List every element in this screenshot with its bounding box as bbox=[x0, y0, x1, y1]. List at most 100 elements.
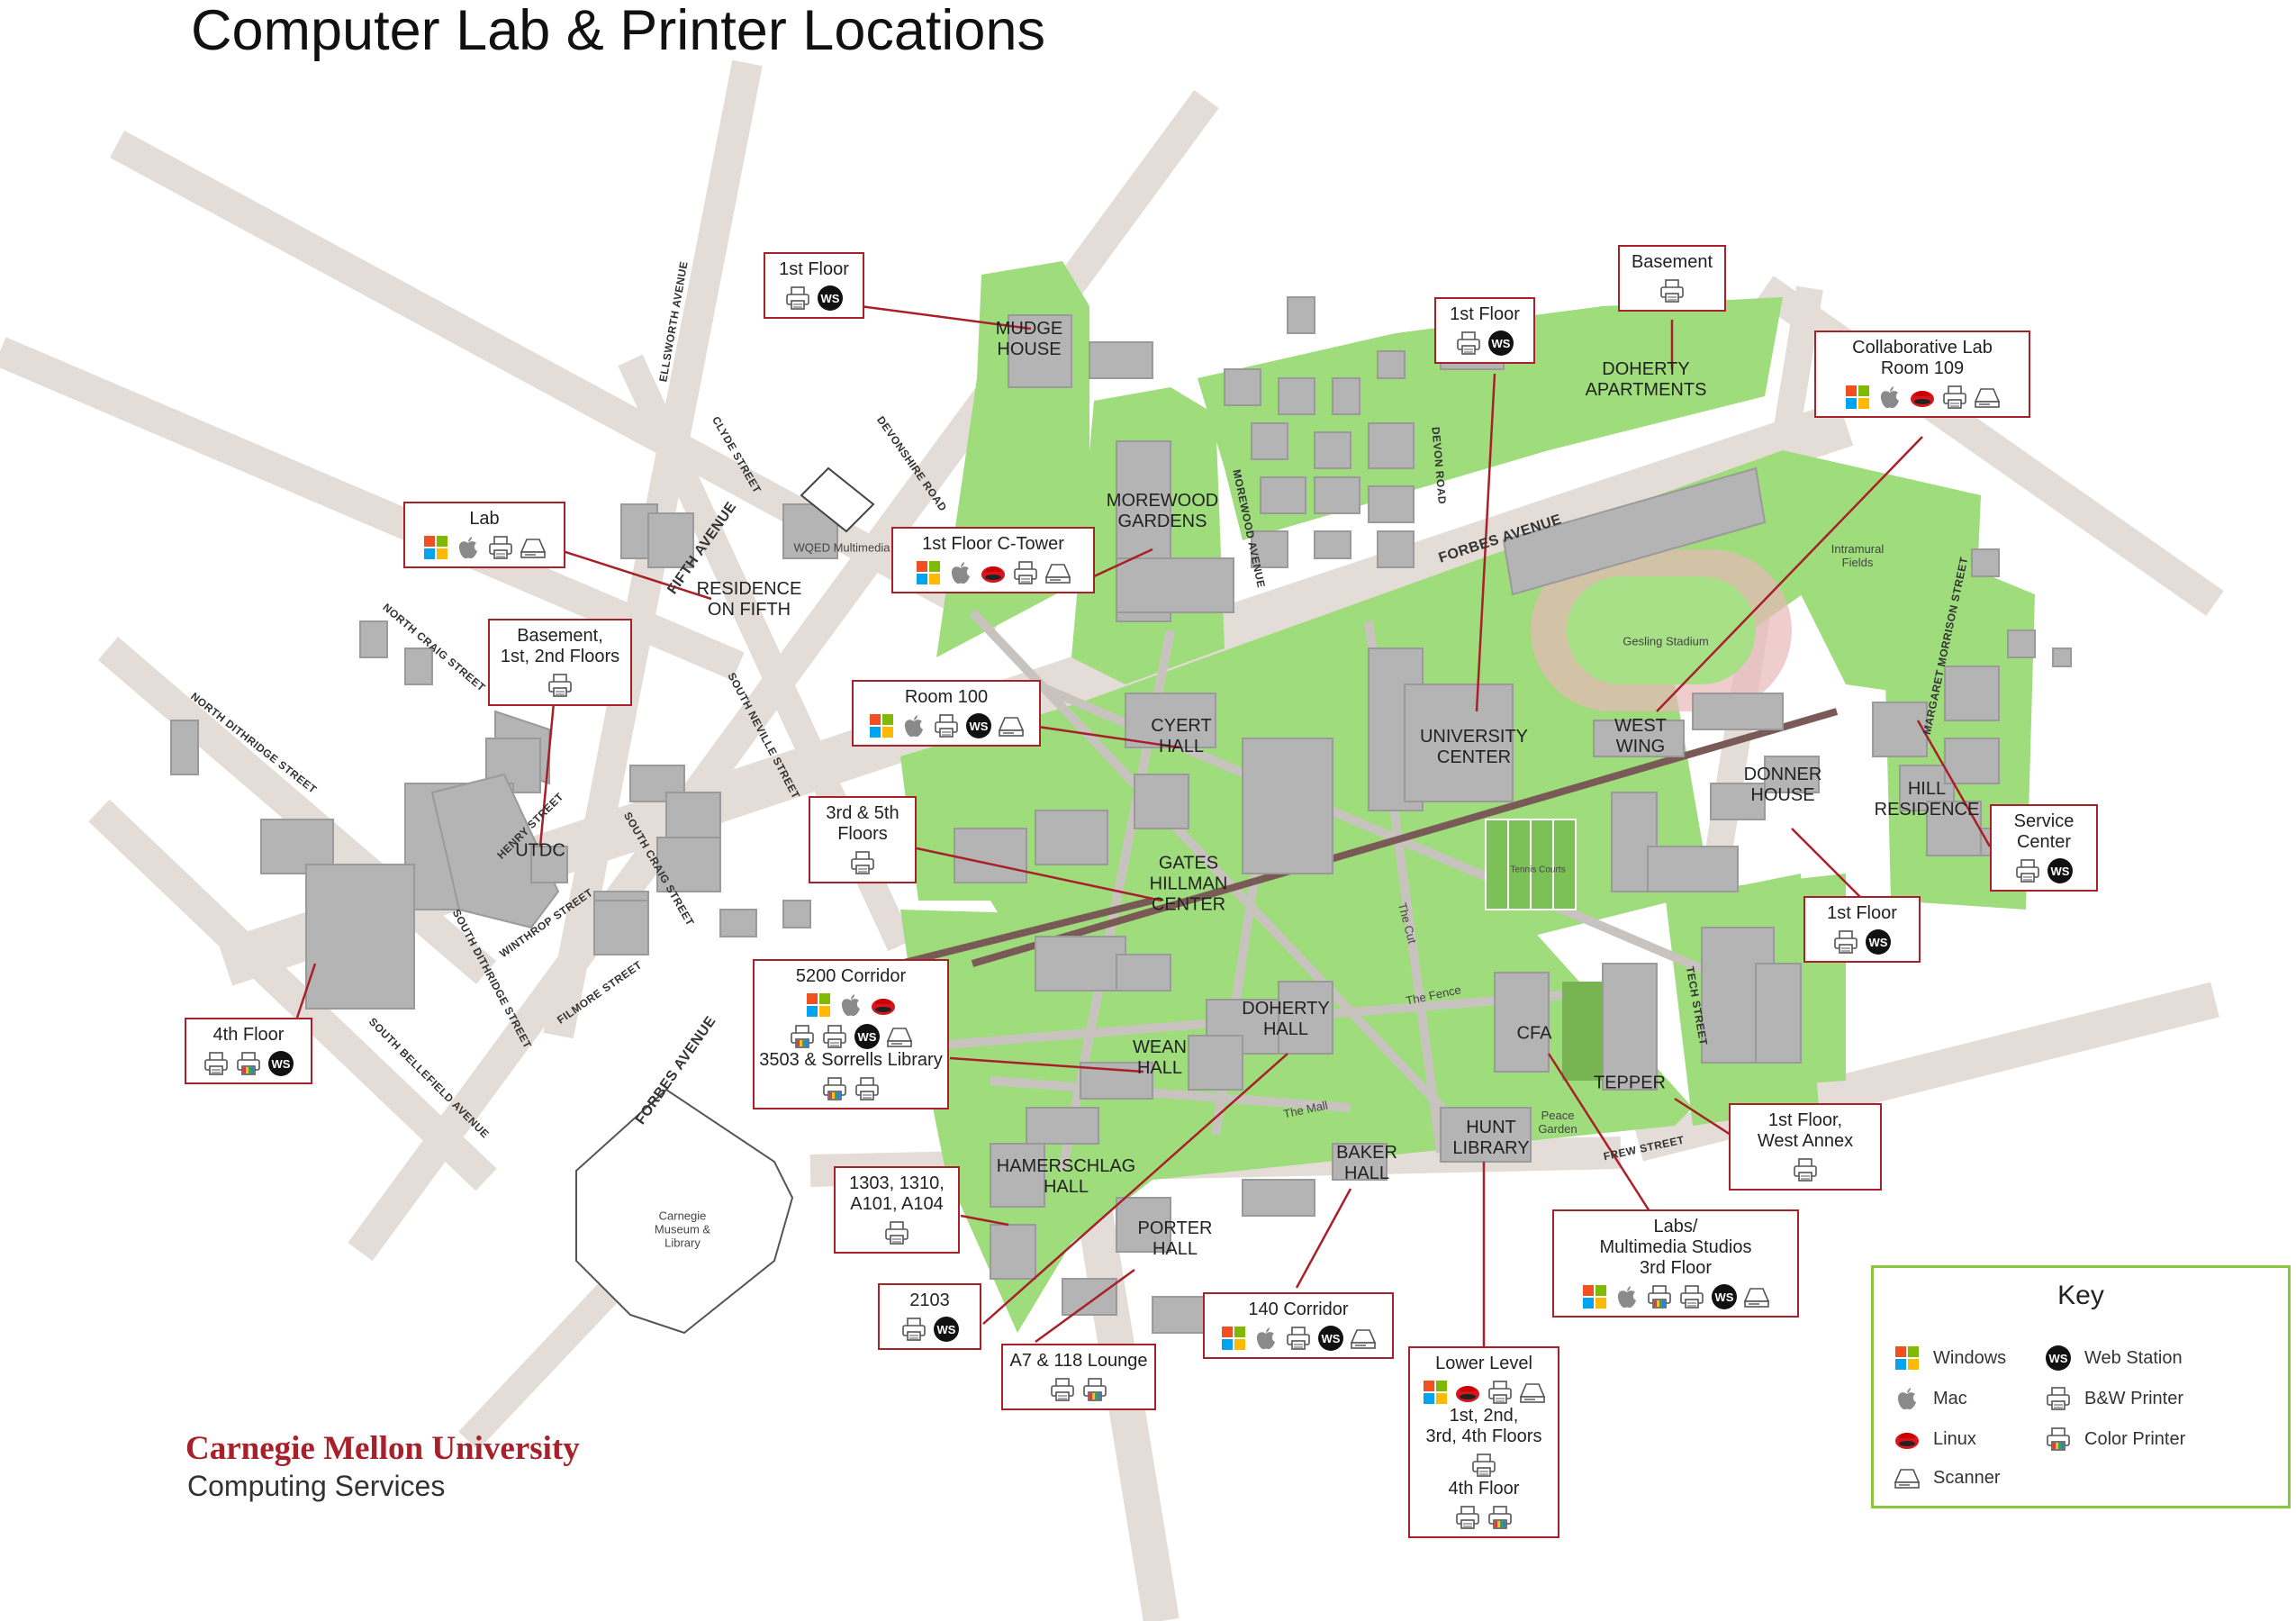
web-station-icon: WS bbox=[1317, 1325, 1344, 1352]
callout-text: Collaborative Lab Room 109 bbox=[1852, 338, 1993, 378]
mac-icon bbox=[837, 992, 864, 1019]
callout-text: 1st Floor bbox=[779, 259, 849, 279]
svg-text:WS: WS bbox=[936, 1323, 955, 1336]
bw-printer-icon bbox=[487, 534, 514, 561]
key-title: Key bbox=[2057, 1281, 2104, 1310]
windows-icon bbox=[1844, 384, 1871, 411]
bw-printer-icon bbox=[1454, 1504, 1481, 1531]
bw-printer-icon bbox=[547, 672, 574, 699]
mac-icon bbox=[455, 534, 482, 561]
bw-printer-icon bbox=[1832, 928, 1859, 955]
web-station-icon: WS bbox=[2047, 857, 2074, 884]
mac-icon bbox=[947, 559, 974, 586]
bw-printer-icon bbox=[1792, 1156, 1819, 1183]
callout-text: 1st Floor bbox=[1450, 304, 1520, 324]
scanner-icon bbox=[1743, 1283, 1770, 1310]
web-station-icon: WS bbox=[2045, 1345, 2072, 1372]
callout-icon-row: WS bbox=[857, 712, 1035, 739]
carnegie-museum-outline bbox=[575, 1088, 794, 1335]
bw-printer-icon bbox=[1941, 384, 1968, 411]
bw-printer-icon bbox=[1285, 1325, 1312, 1352]
mac-icon bbox=[900, 712, 927, 739]
mac-icon bbox=[1876, 384, 1903, 411]
callout-cfa: Labs/ Multimedia Studios 3rd Floor WS bbox=[1552, 1209, 1799, 1318]
key-item-label: Web Station bbox=[2084, 1347, 2183, 1368]
wqed-label: WQED Multimedia bbox=[793, 540, 890, 555]
callout-text: Basement, 1st, 2nd Floors bbox=[500, 626, 620, 666]
building-label-donner: DONNER HOUSE bbox=[1743, 765, 1822, 805]
callout-icon-row bbox=[493, 672, 627, 699]
callout-text: Room 100 bbox=[904, 687, 989, 707]
linux-icon bbox=[870, 992, 897, 1019]
linux-icon bbox=[1454, 1379, 1481, 1406]
mac-icon bbox=[1894, 1385, 1921, 1412]
building-label-hamerschlag: HAMERSCHLAG HALL bbox=[996, 1156, 1136, 1197]
building-label-baker: BAKER HALL bbox=[1336, 1143, 1397, 1183]
bw-printer-icon bbox=[1487, 1379, 1514, 1406]
callout-text: Lab bbox=[469, 509, 500, 529]
callout-icon-row: WS bbox=[1208, 1325, 1388, 1352]
windows-icon bbox=[868, 712, 895, 739]
bw-printer-icon bbox=[1049, 1376, 1076, 1403]
callout-icon-row: WS bbox=[769, 285, 859, 312]
callout-text: 1st Floor, West Annex bbox=[1757, 1110, 1854, 1151]
callout-text: 3rd & 5th Floors bbox=[826, 803, 899, 844]
building-label-residence-fifth: RESIDENCE ON FIFTH bbox=[696, 579, 802, 620]
callout-icon-row bbox=[839, 1219, 954, 1246]
callout-text: Labs/ Multimedia Studios 3rd Floor bbox=[1599, 1217, 1752, 1278]
callout-icon-row bbox=[814, 849, 911, 876]
building-label-hill: HILL RESIDENCE bbox=[1874, 779, 1980, 820]
key-item-linux: Linux bbox=[1894, 1426, 1976, 1453]
callout-text: A7 & 118 Lounge bbox=[1009, 1351, 1148, 1371]
key-item-scanner: Scanner bbox=[1894, 1464, 2001, 1491]
building-label-utdc: UTDC bbox=[515, 840, 565, 861]
bw-printer-icon bbox=[1678, 1283, 1705, 1310]
key-item-bw-printer: B&W Printer bbox=[2045, 1385, 2183, 1412]
callout-text: 1303, 1310, A101, A104 bbox=[849, 1173, 945, 1214]
scanner-icon bbox=[1894, 1464, 1921, 1491]
key-item-label: B&W Printer bbox=[2084, 1388, 2184, 1408]
callout-icon-row: WS bbox=[1995, 857, 2093, 884]
svg-text:WS: WS bbox=[1492, 337, 1511, 350]
key-item-color-printer: Color Printer bbox=[2045, 1426, 2185, 1453]
callout-icon-row bbox=[409, 534, 560, 561]
key-item-web-station: WS Web Station bbox=[2045, 1345, 2183, 1372]
callout-text: 2103 bbox=[909, 1290, 950, 1310]
svg-text:WS: WS bbox=[2049, 1352, 2068, 1365]
color-printer-icon bbox=[1081, 1376, 1108, 1403]
leader-lines bbox=[295, 304, 1992, 1351]
key-item-mac: Mac bbox=[1894, 1385, 1967, 1412]
web-station-icon: WS bbox=[267, 1050, 294, 1077]
rail-line bbox=[971, 708, 1839, 967]
scanner-icon bbox=[998, 712, 1025, 739]
building-label-gates: GATES HILLMAN CENTER bbox=[1149, 853, 1228, 915]
bw-printer-icon bbox=[1470, 1452, 1497, 1479]
key-item-label: Scanner bbox=[1933, 1467, 2001, 1488]
callout-icon-row: WS bbox=[1809, 928, 1915, 955]
building-label-morewood: MOREWOOD GARDENS bbox=[1106, 491, 1219, 531]
bw-printer-icon bbox=[933, 712, 960, 739]
department-name: Computing Services bbox=[187, 1470, 446, 1502]
color-printer-icon bbox=[821, 1075, 848, 1102]
buildings bbox=[170, 296, 2072, 1334]
web-station-icon: WS bbox=[933, 1316, 960, 1343]
bw-printer-icon bbox=[821, 1023, 848, 1050]
callout-baker: 140 Corridor WS bbox=[1203, 1292, 1394, 1359]
bw-printer-icon bbox=[2014, 857, 2041, 884]
callout-hill: Service Center WS bbox=[1990, 804, 2098, 892]
building-label-hunt: HUNT LIBRARY bbox=[1452, 1118, 1530, 1158]
key-item-label: Color Printer bbox=[2084, 1428, 2186, 1449]
callout-icon-row bbox=[758, 992, 944, 1019]
bw-printer-icon bbox=[883, 1219, 910, 1246]
building-label-cyert: CYERT HALL bbox=[1151, 716, 1212, 756]
mac-icon bbox=[1252, 1325, 1279, 1352]
svg-text:WS: WS bbox=[821, 292, 840, 305]
web-station-icon: WS bbox=[854, 1023, 881, 1050]
building-label-doherty-apts: DOHERTY APARTMENTS bbox=[1585, 359, 1707, 400]
bw-printer-icon bbox=[1012, 559, 1039, 586]
callout-text: 1st Floor C-Tower bbox=[922, 534, 1064, 554]
callout-text: Service Center bbox=[2013, 811, 2075, 852]
callout-text: 140 Corridor bbox=[1248, 1300, 1349, 1319]
university-logo: Carnegie Mellon University bbox=[185, 1430, 580, 1467]
